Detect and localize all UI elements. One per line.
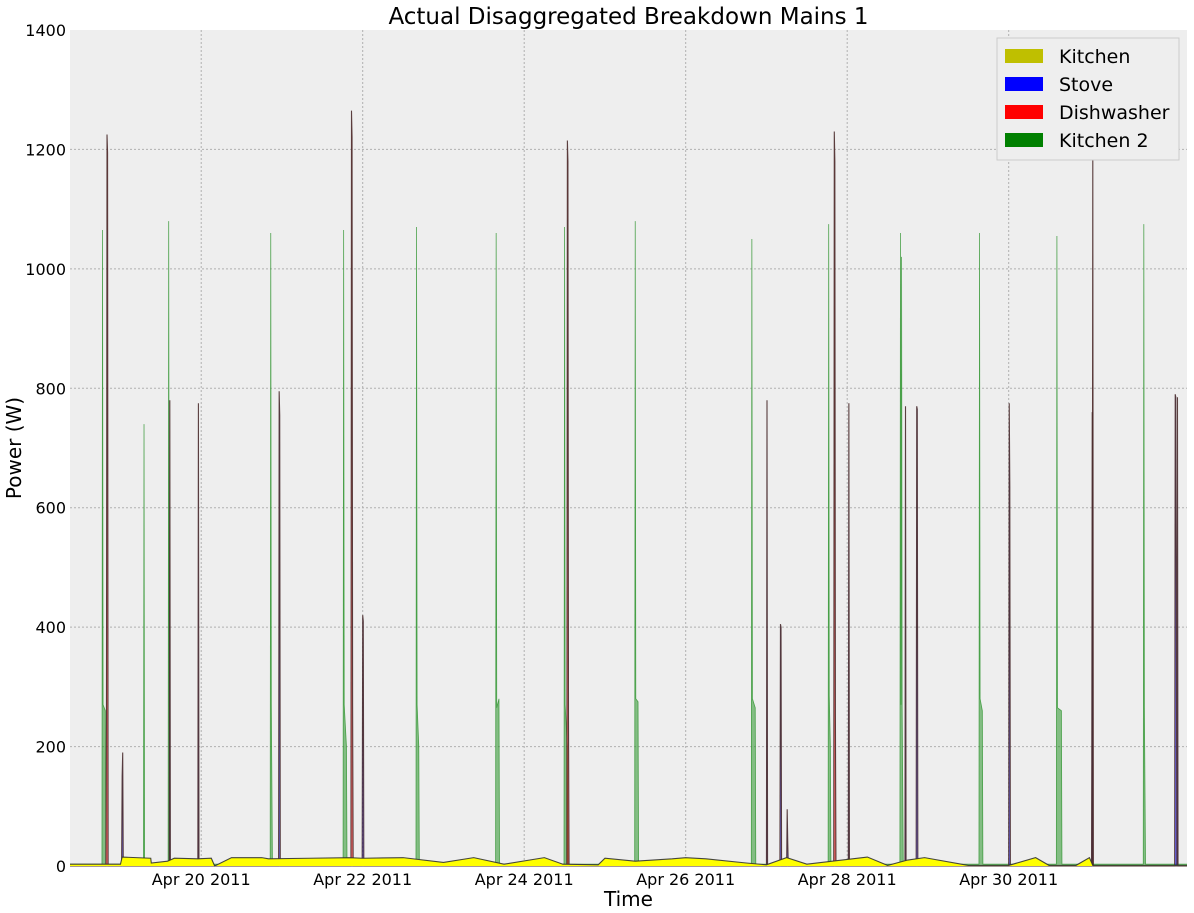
legend-label: Kitchen 2 — [1059, 130, 1149, 152]
y-tick-label: 800 — [35, 379, 66, 398]
legend-swatch — [1005, 133, 1043, 147]
legend-swatch — [1005, 77, 1043, 91]
series-area-kitchen — [70, 857, 1187, 866]
series-line-kitchen — [70, 856, 1187, 867]
y-tick-label: 200 — [35, 738, 66, 757]
x-tick-label: Apr 28 2011 — [798, 870, 897, 889]
legend-label: Dishwasher — [1059, 102, 1170, 124]
legend: Kitchen Stove Dishwasher Kitchen 2 — [996, 37, 1180, 161]
legend-label: Kitchen — [1059, 46, 1130, 68]
series-line-stove — [70, 391, 1187, 867]
y-tick-label: 1400 — [25, 21, 66, 40]
x-tick-label: Apr 24 2011 — [475, 870, 574, 889]
y-axis-label: Power (W) — [2, 397, 26, 499]
series-layer — [70, 110, 1187, 867]
legend-swatch — [1005, 105, 1043, 119]
y-tick-label: 1200 — [25, 140, 66, 159]
plot-background — [70, 30, 1187, 866]
x-tick-label: Apr 26 2011 — [636, 870, 735, 889]
y-tick-label: 0 — [56, 857, 66, 876]
x-axis: Apr 20 2011 Apr 22 2011 Apr 24 2011 Apr 26 … — [152, 870, 1058, 889]
y-tick-label: 600 — [35, 499, 66, 518]
y-tick-label: 400 — [35, 618, 66, 637]
x-tick-label: Apr 20 2011 — [152, 870, 251, 889]
x-tick-label: Apr 30 2011 — [959, 870, 1058, 889]
y-tick-label: 1000 — [25, 260, 66, 279]
x-tick-label: Apr 22 2011 — [313, 870, 412, 889]
legend-swatch — [1005, 49, 1043, 63]
legend-label: Stove — [1059, 74, 1113, 96]
x-axis-label: Time — [603, 887, 653, 911]
y-axis: 0 200 400 600 800 1000 1200 1400 — [25, 21, 66, 876]
chart-title: Actual Disaggregated Breakdown Mains 1 — [388, 4, 868, 30]
